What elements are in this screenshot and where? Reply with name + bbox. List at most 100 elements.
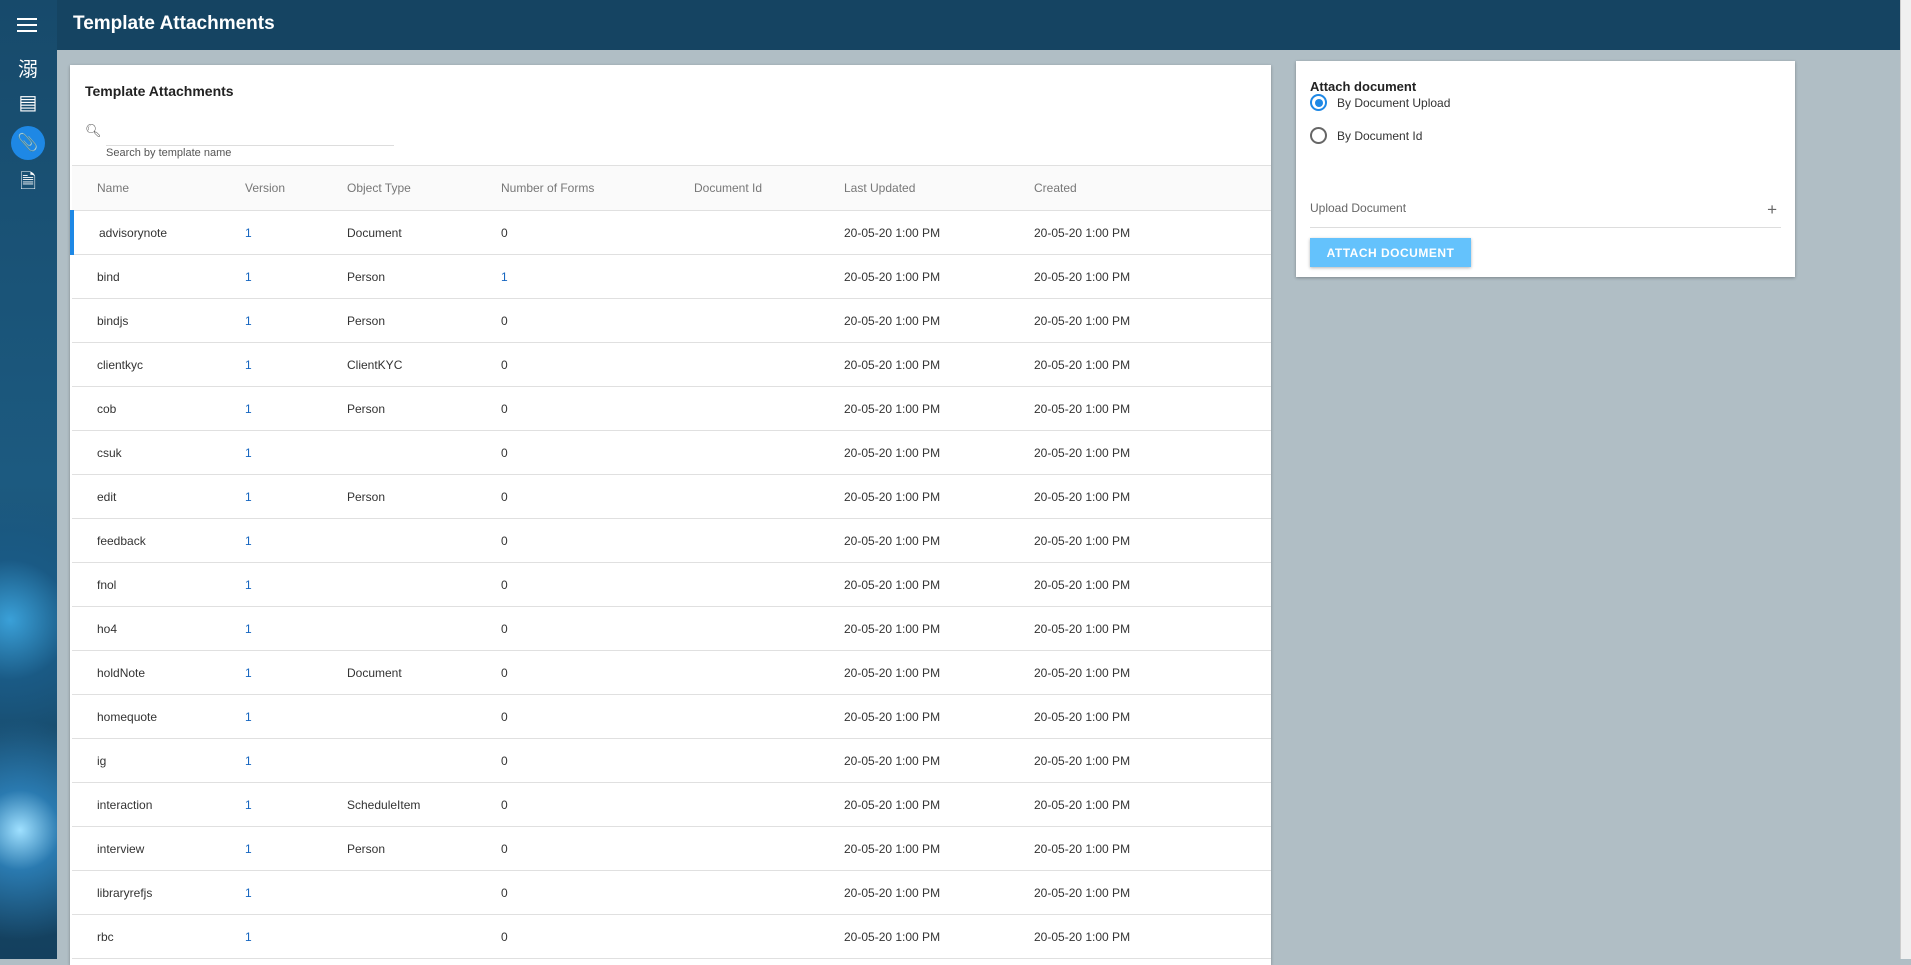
object-type-cell: ScheduleItem	[347, 782, 501, 827]
table-row[interactable]: ig 1 0 20-05-20 1:00 PM 20-05-20 1:00 PM	[72, 738, 1271, 783]
table-row[interactable]: bind 1 Person 1 20-05-20 1:00 PM 20-05-20 1:0…	[72, 254, 1271, 299]
version-cell: 1	[245, 826, 347, 871]
table-row[interactable]: libraryrefjs 1 0 20-05-20 1:00 PM 20-05-20 1…	[72, 870, 1271, 915]
name-cell: holdNote	[72, 650, 245, 695]
last-updated-cell: 20-05-20 1:00 PM	[844, 650, 1034, 695]
object-type-cell	[347, 870, 501, 915]
created-cell: 20-05-20 1:00 PM	[1034, 474, 1271, 519]
document-id-cell	[694, 518, 844, 563]
column-header[interactable]: Object Type	[347, 165, 501, 211]
version-cell: 1	[245, 562, 347, 607]
column-header[interactable]: Last Updated	[844, 165, 1034, 211]
document-id-cell	[694, 738, 844, 783]
last-updated-cell: 20-05-20 1:00 PM	[844, 430, 1034, 475]
object-type-cell: Person	[347, 826, 501, 871]
search-input[interactable]	[106, 145, 394, 146]
name-cell: bind	[72, 254, 245, 299]
hamburger-menu-icon[interactable]	[17, 18, 37, 36]
app-title: Template Attachments	[73, 13, 275, 34]
table-row[interactable]: csuk 1 0 20-05-20 1:00 PM 20-05-20 1:00 PM	[72, 430, 1271, 475]
document-id-cell	[694, 342, 844, 387]
object-type-cell	[347, 738, 501, 783]
table-row[interactable]: fnol 1 0 20-05-20 1:00 PM 20-05-20 1:00 PM	[72, 562, 1271, 607]
last-updated-cell: 20-05-20 1:00 PM	[844, 518, 1034, 563]
forms-count-cell: 0	[501, 562, 694, 607]
created-cell: 20-05-20 1:00 PM	[1034, 914, 1271, 959]
last-updated-cell: 20-05-20 1:00 PM	[844, 342, 1034, 387]
paperclip-icon[interactable]: 📎	[11, 126, 45, 160]
object-type-cell: Person	[347, 254, 501, 299]
column-header[interactable]: Version	[245, 165, 347, 211]
table-row[interactable]: homequote 1 0 20-05-20 1:00 PM 20-05-20 1:00…	[72, 694, 1271, 739]
name-cell: interview	[72, 826, 245, 871]
last-updated-cell: 20-05-20 1:00 PM	[844, 782, 1034, 827]
table-row[interactable]: rbc 1 0 20-05-20 1:00 PM 20-05-20 1:00 PM	[72, 914, 1271, 959]
document-id-cell	[694, 826, 844, 871]
radio-by-document-id[interactable]: By Document Id	[1310, 127, 1422, 144]
library-books-icon[interactable]: ▤	[18, 92, 38, 114]
version-cell: 1	[245, 914, 347, 959]
upload-field-underline	[1310, 227, 1781, 228]
version-cell: 1	[245, 738, 347, 783]
name-cell: homequote	[72, 694, 245, 739]
table-row[interactable]: feedback 1 0 20-05-20 1:00 PM 20-05-20 1:00 …	[72, 518, 1271, 563]
radio-unchecked-icon[interactable]	[1310, 127, 1327, 144]
object-type-cell	[347, 518, 501, 563]
object-type-cell	[347, 430, 501, 475]
version-cell: 1	[245, 298, 347, 343]
document-id-cell	[694, 870, 844, 915]
table-row[interactable]: bindjs 1 Person 0 20-05-20 1:00 PM 20-05-20 1…	[72, 298, 1271, 343]
column-header[interactable]: Created	[1034, 165, 1271, 211]
created-cell: 20-05-20 1:00 PM	[1034, 254, 1271, 299]
template-list-panel: Template Attachments 🔍︎ Search by templa…	[70, 65, 1271, 965]
last-updated-cell: 20-05-20 1:00 PM	[844, 210, 1034, 255]
table-row[interactable]: interaction 1 ScheduleItem 0 20-05-20 1:00 P…	[72, 782, 1271, 827]
radio-by-document-upload[interactable]: By Document Upload	[1310, 94, 1450, 111]
page-scrollbar[interactable]	[1900, 0, 1911, 959]
name-cell: ho4	[72, 606, 245, 651]
add-file-icon[interactable]: +	[1767, 200, 1777, 219]
object-type-cell	[347, 694, 501, 739]
document-icon[interactable]: 🗎	[19, 171, 37, 193]
radio-checked-icon[interactable]	[1310, 94, 1327, 111]
table-row[interactable]: ho4 1 0 20-05-20 1:00 PM 20-05-20 1:00 PM	[72, 606, 1271, 651]
object-type-cell: ClientKYC	[347, 342, 501, 387]
search-placeholder: Search by template name	[106, 147, 232, 159]
object-type-cell: Document	[347, 210, 501, 255]
table-row[interactable]: holdNote 1 Document 0 20-05-20 1:00 PM 20-05-…	[72, 650, 1271, 695]
forms-count-cell: 1	[501, 254, 694, 299]
column-header[interactable]: Document Id	[694, 165, 844, 211]
version-cell: 1	[245, 430, 347, 475]
table-row[interactable]: edit 1 Person 0 20-05-20 1:00 PM 20-05-20 1:0…	[72, 474, 1271, 519]
version-cell: 1	[245, 606, 347, 651]
version-cell: 1	[245, 518, 347, 563]
table-row[interactable]: clientkyc 1 ClientKYC 0 20-05-20 1:00 PM 20-0…	[72, 342, 1271, 387]
last-updated-cell: 20-05-20 1:00 PM	[844, 606, 1034, 651]
table-row[interactable]: cob 1 Person 0 20-05-20 1:00 PM 20-05-20 1:00…	[72, 386, 1271, 431]
table-row[interactable]: advisorynote 1 Document 0 20-05-20 1:00 PM 20…	[70, 210, 1271, 255]
templates-table: Name Version Object Type Number of Forms Doc…	[70, 165, 1271, 959]
upload-document-label: Upload Document	[1310, 201, 1407, 215]
last-updated-cell: 20-05-20 1:00 PM	[844, 386, 1034, 431]
column-header[interactable]: Number of Forms	[501, 165, 694, 211]
created-cell: 20-05-20 1:00 PM	[1034, 870, 1271, 915]
forms-count-cell: 0	[501, 518, 694, 563]
name-cell: interaction	[72, 782, 245, 827]
document-id-cell	[694, 694, 844, 739]
last-updated-cell: 20-05-20 1:00 PM	[844, 254, 1034, 299]
object-type-cell: Person	[347, 474, 501, 519]
panel-title: Template Attachments	[85, 83, 234, 99]
attach-title: Attach document	[1310, 79, 1417, 94]
object-type-cell	[347, 606, 501, 651]
last-updated-cell: 20-05-20 1:00 PM	[844, 870, 1034, 915]
kanji-icon[interactable]: 溺	[18, 59, 38, 81]
attach-document-button[interactable]: ATTACH DOCUMENT	[1310, 238, 1471, 267]
name-cell: cob	[72, 386, 245, 431]
created-cell: 20-05-20 1:00 PM	[1034, 518, 1271, 563]
object-type-cell: Document	[347, 650, 501, 695]
table-row[interactable]: interview 1 Person 0 20-05-20 1:00 PM 20-05-2…	[72, 826, 1271, 871]
created-cell: 20-05-20 1:00 PM	[1034, 606, 1271, 651]
top-app-bar: Template Attachments	[0, 0, 1900, 50]
column-header[interactable]: Name	[72, 165, 245, 211]
created-cell: 20-05-20 1:00 PM	[1034, 430, 1271, 475]
